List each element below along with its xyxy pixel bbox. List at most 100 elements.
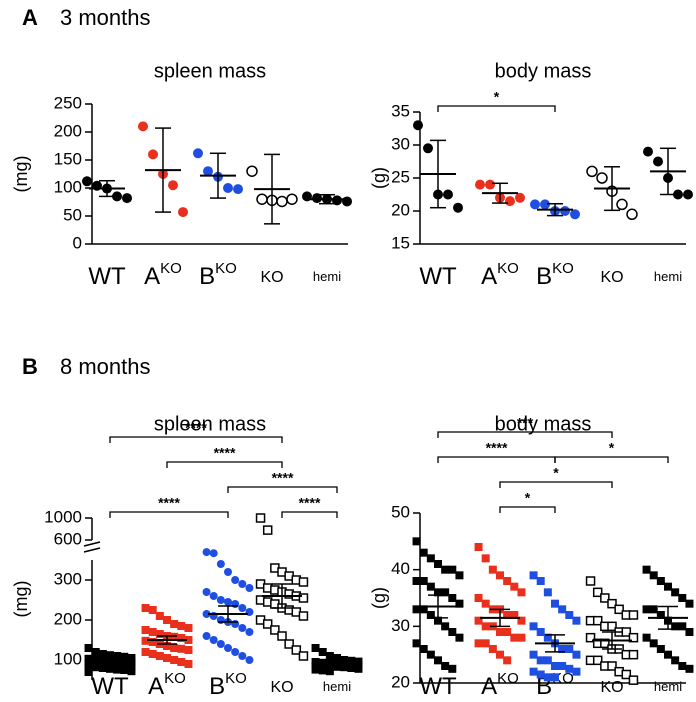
data-point	[649, 571, 658, 580]
category-name: hemi	[654, 679, 682, 694]
y-axis-label: (mg)	[11, 581, 31, 618]
category-name: WT	[419, 673, 457, 700]
data-point	[177, 634, 186, 642]
data-point	[333, 654, 341, 662]
data-point	[419, 605, 428, 614]
data-point	[455, 599, 464, 608]
data-point	[536, 577, 545, 585]
y-tick-label: 100	[54, 177, 82, 196]
data-point	[298, 611, 309, 621]
y-axis-label: (g)	[369, 167, 389, 189]
data-point	[448, 594, 457, 602]
y-tick-label: 20	[391, 672, 410, 691]
category-name: WT	[88, 263, 126, 290]
data-point	[291, 645, 302, 655]
data-point	[412, 577, 421, 585]
data-point	[127, 667, 136, 676]
data-point	[510, 633, 519, 642]
significance-label: *	[494, 89, 500, 105]
chart-title: spleen mass	[154, 60, 266, 82]
data-point	[184, 660, 193, 668]
data-point	[419, 577, 428, 585]
data-point	[653, 156, 663, 167]
category-superscript: KO	[552, 260, 574, 277]
data-point	[434, 560, 442, 568]
data-point	[626, 208, 638, 221]
data-point	[98, 650, 107, 658]
data-point	[84, 668, 93, 676]
x-tick-label: BKO	[199, 260, 237, 290]
data-point	[177, 644, 186, 653]
data-point	[503, 656, 512, 665]
data-point	[163, 642, 171, 650]
category-name: WT	[419, 263, 457, 290]
data-point	[318, 666, 327, 675]
data-point	[141, 626, 150, 634]
data-point	[441, 662, 450, 670]
data-point	[565, 664, 574, 673]
significance-bracket	[166, 461, 283, 468]
data-point	[312, 193, 322, 204]
data-point	[184, 646, 193, 654]
data-point	[170, 620, 179, 628]
x-tick-label: AKO	[481, 670, 519, 700]
data-point	[600, 593, 610, 603]
data-point	[148, 628, 157, 636]
data-point	[481, 599, 490, 608]
data-point	[224, 644, 232, 652]
data-point	[607, 661, 617, 671]
data-point	[333, 662, 341, 671]
category-name: KO	[600, 269, 623, 286]
data-point	[585, 576, 596, 586]
data-point	[683, 189, 693, 200]
data-point	[163, 654, 171, 662]
significance-bracket	[499, 481, 613, 488]
data-point	[256, 193, 268, 205]
data-point	[540, 199, 550, 210]
data-point	[426, 611, 435, 619]
y-tick-label: 0	[73, 233, 82, 252]
data-point	[413, 120, 423, 131]
x-tick-label: BKO	[209, 670, 247, 700]
y-tick-label: 30	[391, 134, 410, 153]
y-tick-label: 50	[391, 502, 410, 521]
y-tick-label: 150	[54, 149, 82, 168]
data-point	[202, 548, 211, 557]
x-tick-label: KO	[260, 269, 283, 286]
data-point	[529, 571, 538, 580]
data-point	[649, 605, 658, 614]
data-point	[621, 669, 632, 680]
data-point	[455, 571, 464, 580]
data-point	[475, 179, 485, 190]
data-point	[340, 663, 349, 672]
x-tick-label: KO	[600, 269, 623, 286]
data-point	[685, 664, 694, 673]
data-point	[148, 606, 157, 614]
chart-title: body mass	[495, 60, 592, 82]
significance-label: ***	[517, 415, 534, 431]
data-point	[209, 592, 218, 600]
data-point	[505, 196, 515, 207]
y-tick-label: 250	[54, 93, 82, 112]
data-point	[138, 121, 148, 132]
data-point	[148, 650, 157, 658]
data-point	[642, 633, 651, 642]
data-point	[325, 667, 334, 676]
data-point	[284, 639, 294, 649]
y-tick-label: 30	[391, 616, 410, 635]
data-point	[474, 639, 483, 648]
data-point	[209, 636, 218, 644]
data-point	[193, 148, 203, 159]
data-point	[168, 180, 178, 191]
category-name: A	[144, 263, 160, 290]
data-point	[155, 630, 164, 638]
data-point	[558, 605, 567, 614]
data-point	[503, 628, 512, 636]
data-point	[558, 645, 567, 653]
data-point	[141, 604, 150, 612]
data-point	[572, 667, 581, 676]
data-point	[455, 633, 464, 642]
category-name: A	[481, 673, 497, 700]
data-point	[592, 655, 603, 666]
data-point	[616, 198, 628, 211]
